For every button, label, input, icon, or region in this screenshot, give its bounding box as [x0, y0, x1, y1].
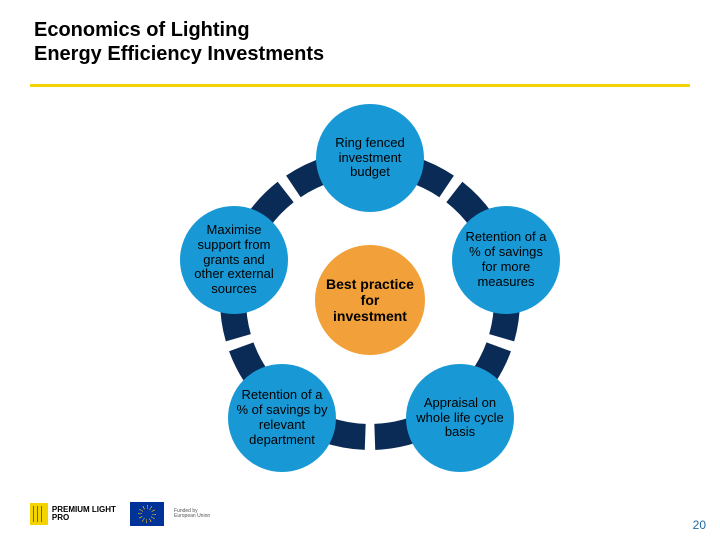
outer-node: Ring fenced investment budget: [316, 104, 424, 212]
center-node-label: Best practice for investment: [323, 276, 417, 324]
outer-node-label: Retention of a % of savings for more mea…: [460, 230, 552, 290]
center-node: Best practice for investment: [315, 245, 425, 355]
premium-light-text: PREMIUM LIGHT PRO: [52, 506, 120, 522]
outer-node-label: Appraisal on whole life cycle basis: [414, 396, 506, 441]
outer-node-label: Retention of a % of savings by relevant …: [236, 388, 328, 448]
outer-node: Appraisal on whole life cycle basis: [406, 364, 514, 472]
eu-caption: Funded by European Union: [174, 509, 214, 520]
eu-flag-icon: [130, 502, 164, 526]
premium-light-icon: [30, 503, 48, 525]
outer-node-label: Maximise support from grants and other e…: [188, 223, 280, 298]
premium-light-logo: PREMIUM LIGHT PRO: [30, 498, 120, 530]
outer-node: Maximise support from grants and other e…: [180, 206, 288, 314]
outer-node: Retention of a % of savings by relevant …: [228, 364, 336, 472]
footer-logos: PREMIUM LIGHT PRO Funded by European Uni…: [30, 498, 214, 530]
page-number: 20: [693, 518, 706, 532]
outer-node-label: Ring fenced investment budget: [324, 136, 416, 181]
outer-node: Retention of a % of savings for more mea…: [452, 206, 560, 314]
